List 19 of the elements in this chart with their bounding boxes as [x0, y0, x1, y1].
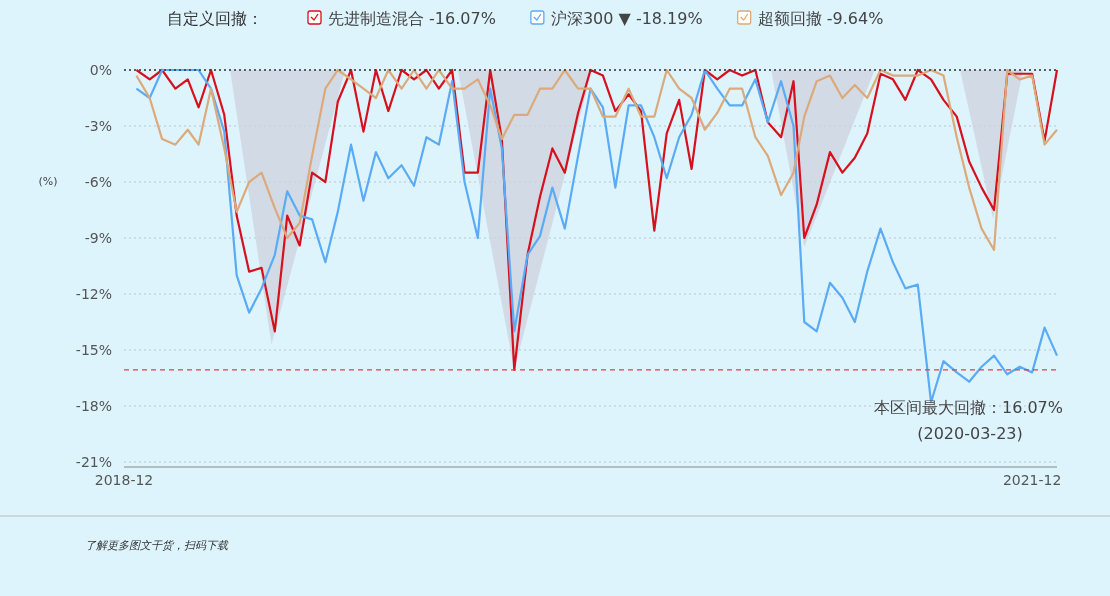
annotation: 本区间最大回撤：16.07% — [873, 398, 1063, 417]
legend-title: 自定义回撤： — [167, 9, 263, 28]
y-tick-label: -15% — [75, 342, 112, 358]
text: 了解更多图文干货，扫码下载 — [85, 539, 229, 552]
y-tick-label: -12% — [75, 286, 112, 302]
legend-label: 超额回撤 -9.64% — [757, 9, 884, 28]
y-tick-label: -18% — [75, 398, 112, 414]
y-tick-label: -6% — [84, 174, 112, 190]
annotation: (2020-03-23) — [917, 424, 1023, 443]
x-tick-label: 2018-12 — [94, 472, 154, 488]
legend-label: 先进制造混合 -16.07% — [328, 9, 496, 28]
y-tick-label: 0% — [89, 62, 112, 78]
line-series — [135, 68, 1059, 252]
y-axis-title: (%) — [38, 175, 58, 188]
y-tick-label: -3% — [84, 118, 112, 134]
legend-label: 沪深300 ▼ -18.19% — [550, 9, 703, 28]
y-tick-label: -9% — [84, 230, 112, 246]
x-tick-label: 2021-12 — [1002, 472, 1062, 488]
y-tick-label: -21% — [75, 454, 112, 470]
